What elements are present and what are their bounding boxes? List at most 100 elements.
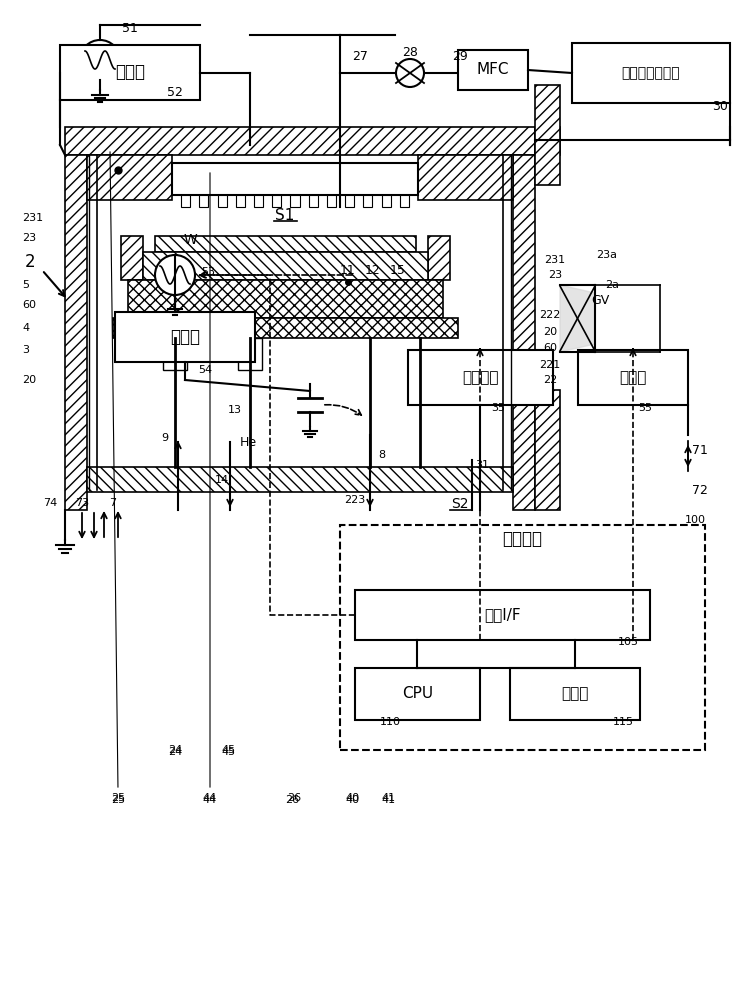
Text: He: He	[239, 436, 256, 448]
Text: 231: 231	[22, 213, 43, 223]
Bar	[535, 390, 560, 510]
Bar	[254, 195, 263, 207]
Bar	[290, 195, 299, 207]
Text: 44: 44	[203, 795, 217, 805]
Text: 41: 41	[381, 793, 395, 803]
Text: 45: 45	[221, 745, 235, 755]
Text: 7: 7	[110, 498, 117, 508]
Bar	[60, 45, 200, 100]
Text: 25: 25	[111, 793, 125, 803]
Text: 3: 3	[22, 345, 29, 355]
Bar	[513, 155, 535, 510]
Text: 12: 12	[365, 263, 381, 276]
Text: 匹配器: 匹配器	[170, 328, 200, 346]
Text: 115: 115	[612, 717, 633, 727]
Bar	[113, 318, 457, 338]
Text: S1: S1	[275, 208, 295, 223]
Text: 23: 23	[22, 233, 36, 243]
Text: 29: 29	[452, 50, 468, 64]
Bar	[87, 155, 172, 200]
Text: 排气装置: 排气装置	[462, 370, 499, 385]
Text: 8: 8	[378, 450, 386, 460]
Text: 40: 40	[345, 795, 359, 805]
Text: 15: 15	[390, 263, 406, 276]
Bar	[535, 85, 560, 185]
Text: 40: 40	[345, 793, 359, 803]
Text: 55: 55	[638, 403, 652, 413]
Text: 53: 53	[201, 267, 215, 277]
Text: 73: 73	[75, 498, 89, 508]
Bar	[418, 155, 513, 200]
Bar	[363, 195, 372, 207]
Text: 升降器: 升降器	[620, 370, 647, 385]
Bar	[308, 195, 318, 207]
Bar	[400, 195, 409, 207]
Bar	[345, 195, 354, 207]
Text: 71: 71	[692, 444, 708, 456]
Text: 30: 30	[712, 101, 728, 113]
Text: 14: 14	[215, 475, 229, 485]
Bar	[65, 127, 535, 155]
Text: 72: 72	[692, 484, 708, 496]
Text: 2: 2	[25, 253, 35, 271]
Text: MFC: MFC	[477, 62, 509, 78]
Text: 通信I/F: 通信I/F	[484, 607, 521, 622]
Text: 26: 26	[287, 793, 301, 803]
Bar	[217, 195, 226, 207]
Bar	[236, 195, 245, 207]
Text: 60: 60	[22, 300, 36, 310]
Bar	[272, 195, 281, 207]
Bar	[458, 50, 528, 90]
Bar	[578, 350, 688, 405]
Bar	[115, 312, 255, 362]
Text: 223: 223	[344, 495, 365, 505]
Text: 54: 54	[198, 365, 212, 375]
Text: 231: 231	[544, 255, 566, 265]
Text: GV: GV	[591, 294, 609, 306]
Circle shape	[80, 40, 120, 80]
Bar	[128, 280, 442, 318]
Text: 26: 26	[285, 795, 299, 805]
Bar	[120, 236, 142, 280]
Polygon shape	[560, 285, 595, 352]
Bar	[355, 668, 480, 720]
Text: CPU: CPU	[402, 686, 433, 702]
Text: 41: 41	[381, 795, 395, 805]
Text: 4: 4	[22, 323, 29, 333]
Text: 51: 51	[122, 21, 138, 34]
Text: 13: 13	[228, 405, 242, 415]
Bar	[87, 467, 513, 492]
Circle shape	[396, 59, 424, 87]
Bar	[65, 155, 87, 510]
Text: 23: 23	[548, 270, 562, 280]
Bar	[238, 338, 262, 370]
Text: 110: 110	[380, 717, 401, 727]
Text: 221: 221	[539, 360, 561, 370]
Text: 22: 22	[543, 375, 557, 385]
Bar	[199, 195, 208, 207]
Bar	[340, 525, 705, 750]
Text: 20: 20	[543, 327, 557, 337]
Text: 31: 31	[475, 460, 489, 470]
Bar	[327, 195, 336, 207]
Text: 控制装置: 控制装置	[502, 530, 542, 548]
Text: 44: 44	[203, 793, 217, 803]
Text: 24: 24	[168, 747, 182, 757]
Text: 60: 60	[543, 343, 557, 353]
Bar	[355, 590, 650, 640]
Text: 222: 222	[539, 310, 561, 320]
Text: 45: 45	[221, 747, 235, 757]
Text: 100: 100	[684, 515, 705, 525]
Text: 9: 9	[162, 433, 168, 443]
Bar	[572, 43, 730, 103]
Bar	[535, 127, 560, 155]
Bar	[163, 338, 187, 370]
Text: 52: 52	[167, 86, 183, 99]
Bar	[510, 668, 640, 720]
Text: 105: 105	[617, 637, 638, 647]
Text: 5: 5	[22, 280, 29, 290]
Text: 24: 24	[168, 745, 182, 755]
Bar	[154, 236, 416, 252]
Text: 匹配器: 匹配器	[115, 64, 145, 82]
Text: 11: 11	[340, 263, 356, 276]
